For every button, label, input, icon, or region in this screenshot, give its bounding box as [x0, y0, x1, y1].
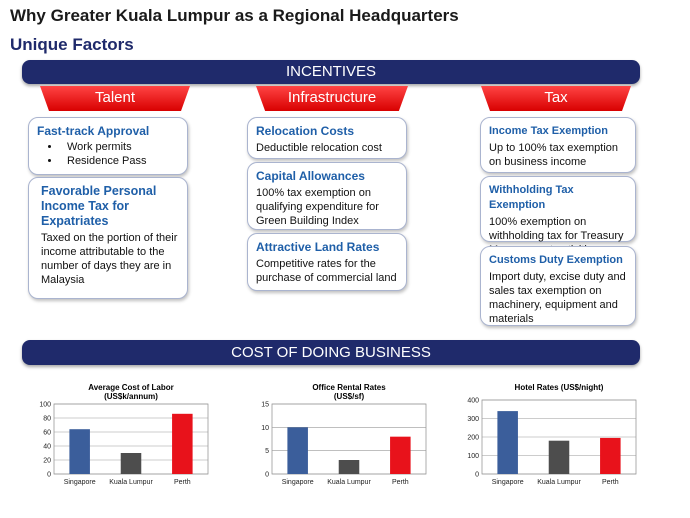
y-tick-label: 400: [467, 398, 479, 405]
chart-subtitle: (US$/sf): [334, 392, 365, 401]
hotel-rates-chart-svg: Hotel Rates (US$/night) 0 100 200 300 400 Sing…: [467, 383, 637, 486]
labor-cost-chart-svg: Average Cost of Labor(US$k/annum) 0 20 40 60…: [39, 383, 209, 486]
y-tick-label: 60: [43, 430, 51, 437]
customs-duty-title: Customs Duty Exemption: [489, 254, 623, 266]
bar: [600, 437, 621, 474]
bar: [497, 411, 518, 474]
y-tick-label: 40: [43, 444, 51, 451]
income-tax-card: Income Tax Exemption Up to 100% tax exem…: [480, 117, 636, 173]
cost-banner-label: COST OF DOING BUSINESS: [231, 344, 431, 361]
bar: [390, 436, 411, 474]
list-item: Work permits: [61, 140, 179, 154]
x-tick-label: Perth: [392, 479, 409, 486]
tab-tax-label: Tax: [544, 89, 568, 106]
land-rates-title: Attractive Land Rates: [256, 240, 380, 254]
tab-tax: Tax: [481, 86, 631, 111]
income-tax-body: Up to 100% tax exemption on business inc…: [489, 142, 619, 168]
bar: [172, 413, 193, 474]
x-tick-label: Perth: [602, 479, 619, 486]
relocation-card: Relocation Costs Deductible relocation c…: [247, 117, 407, 159]
chart-title: Average Cost of Labor: [88, 383, 174, 392]
x-tick-label: Singapore: [282, 479, 314, 486]
x-tick-label: Kuala Lumpur: [537, 479, 581, 486]
tab-talent-label: Talent: [94, 89, 136, 106]
y-tick-label: 0: [265, 472, 269, 479]
y-tick-label: 0: [475, 472, 479, 479]
fast-track-title: Fast-track Approval: [37, 124, 150, 138]
fast-track-list: Work permits Residence Pass: [37, 140, 179, 168]
x-tick-label: Singapore: [492, 479, 524, 486]
incentives-banner: INCENTIVES: [22, 60, 640, 84]
hotel-rates-chart: Hotel Rates (US$/night) 0 100 200 300 400 Sing…: [460, 382, 650, 510]
y-tick-label: 0: [47, 472, 51, 479]
x-tick-label: Kuala Lumpur: [327, 479, 371, 486]
fast-track-card: Fast-track Approval Work permits Residen…: [28, 117, 188, 175]
bar: [287, 427, 308, 474]
y-tick-label: 300: [467, 416, 479, 423]
y-tick-label: 5: [265, 448, 269, 455]
cost-banner: COST OF DOING BUSINESS: [22, 340, 640, 365]
bar: [69, 429, 90, 474]
bar: [120, 453, 142, 474]
chart-title: Office Rental Rates: [312, 383, 386, 392]
income-tax-title: Income Tax Exemption: [489, 125, 608, 137]
y-tick-label: 100: [467, 453, 479, 460]
x-tick-label: Singapore: [64, 479, 96, 486]
tab-talent: Talent: [40, 86, 190, 111]
withholding-tax-card: Withholding Tax Exemption 100% exemption…: [480, 176, 636, 256]
tab-infrastructure-label: Infrastructure: [287, 89, 377, 106]
customs-duty-card: Customs Duty Exemption Import duty, exci…: [480, 246, 636, 326]
capital-allowances-body: 100% tax exemption on qualifying expendi…: [256, 187, 379, 227]
relocation-body: Deductible relocation cost: [256, 142, 382, 154]
capital-allowances-title: Capital Allowances: [256, 169, 365, 183]
land-rates-card: Attractive Land Rates Competitive rates …: [247, 233, 407, 291]
y-tick-label: 200: [467, 435, 479, 442]
tab-infrastructure: Infrastructure: [256, 86, 408, 111]
chart-title: Hotel Rates (US$/night): [515, 383, 604, 392]
relocation-title: Relocation Costs: [256, 124, 355, 138]
labor-cost-chart: Average Cost of Labor (US$k/annum) 0 20 40 60…: [32, 382, 222, 510]
list-item: Residence Pass: [61, 154, 179, 168]
x-tick-label: Kuala Lumpur: [109, 479, 153, 486]
favorable-tax-title: Favorable Personal Income Tax for Expatr…: [41, 184, 157, 228]
favorable-tax-card: Favorable Personal Income Tax for Expatr…: [28, 177, 188, 299]
land-rates-body: Competitive rates for the purchase of co…: [256, 258, 397, 284]
y-tick-label: 15: [261, 402, 269, 409]
page-subtitle: Unique Factors: [10, 35, 134, 54]
bar: [338, 460, 360, 474]
favorable-tax-body: Taxed on the portion of their income att…: [41, 232, 178, 286]
x-tick-label: Perth: [174, 479, 191, 486]
chart-subtitle: (US$k/annum): [104, 392, 158, 401]
office-rental-chart-svg: Office Rental Rates(US$/sf) 0 5 10 15 Singapo…: [261, 383, 427, 486]
y-tick-label: 80: [43, 416, 51, 423]
bar: [548, 440, 570, 474]
page-title: Why Greater Kuala Lumpur as a Regional H…: [10, 6, 459, 25]
y-tick-label: 10: [261, 425, 269, 432]
incentives-banner-label: INCENTIVES: [285, 63, 376, 80]
y-tick-label: 100: [39, 402, 51, 409]
y-tick-label: 20: [43, 458, 51, 465]
capital-allowances-card: Capital Allowances 100% tax exemption on…: [247, 162, 407, 230]
withholding-tax-title: Withholding Tax Exemption: [489, 184, 574, 211]
customs-duty-body: Import duty, excise duty and sales tax e…: [489, 271, 626, 325]
office-rental-chart: Office Rental Rates (US$/sf) 0 5 10 15 Singapo…: [250, 382, 440, 510]
